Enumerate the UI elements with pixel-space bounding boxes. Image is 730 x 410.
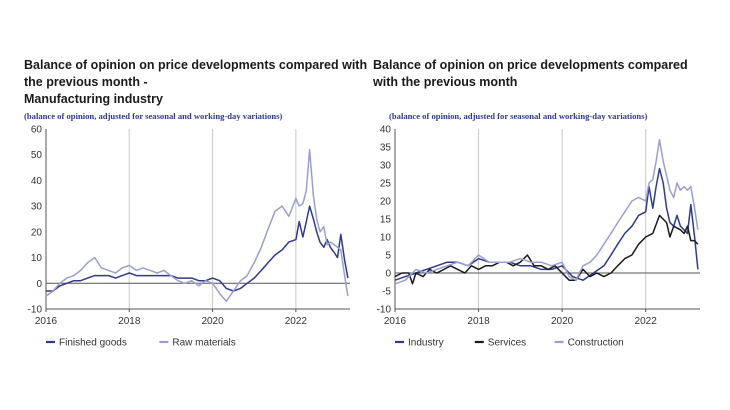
x-tick-label: 2018: [467, 316, 490, 327]
x-tick-label: 2022: [285, 316, 308, 327]
y-tick-label: 30: [31, 202, 43, 213]
y-tick-label: 10: [380, 233, 392, 244]
y-tick-label: 20: [31, 227, 43, 238]
y-tick-label: 40: [380, 125, 392, 136]
y-tick-label: 10: [31, 253, 43, 264]
series-line: [46, 205, 349, 292]
legend-label: Finished goods: [59, 338, 127, 349]
y-tick-label: 0: [36, 279, 42, 290]
chart-plot-manufacturing: -10 0 10 20 30 40 50 60 2016 2018 2020 2022 Finished…: [28, 125, 350, 349]
y-tick-label: -10: [28, 305, 43, 316]
chart-title-line-1: Balance of opinion on price developments…: [24, 58, 368, 72]
y-tick-label: 35: [380, 143, 392, 154]
y-tick-label: 20: [380, 197, 392, 208]
legend-label: Services: [488, 338, 526, 349]
chart-subtitle: (balance of opinion, adjusted for season…: [389, 111, 648, 121]
x-tick-label: 2016: [35, 316, 58, 327]
y-tick-label: -5: [382, 287, 391, 298]
series-line: [394, 139, 699, 285]
y-tick-label: 0: [385, 269, 391, 280]
x-tick-label: 2022: [635, 316, 658, 327]
series-line: [45, 148, 349, 303]
chart-panel-manufacturing: Balance of opinion on price developments…: [24, 58, 368, 349]
chart-title-line-3: Manufacturing industry: [24, 92, 163, 106]
x-tick-label: 2018: [118, 316, 141, 327]
legend-label: Construction: [568, 338, 624, 349]
y-tick-label: 25: [380, 179, 392, 190]
y-tick-label: 15: [380, 215, 392, 226]
y-tick-label: 50: [31, 150, 43, 161]
legend-label: Raw materials: [172, 338, 235, 349]
x-tick-label: 2020: [201, 316, 224, 327]
chart-title-line-1: Balance of opinion on price developments…: [373, 58, 688, 72]
y-tick-label: 40: [31, 176, 43, 187]
y-tick-label: -10: [377, 305, 392, 316]
chart-plot-sectors: -10 -5 0 5 10 15 20 25 30 35 40 2016 2018 2020 2022 Ind…: [377, 125, 700, 349]
series-line: [394, 214, 699, 285]
y-tick-label: 60: [31, 125, 43, 136]
y-tick-label: 30: [380, 161, 392, 172]
legend-label: Industry: [408, 338, 444, 349]
chart-subtitle: (balance of opinion, adjusted for season…: [24, 111, 283, 121]
x-tick-label: 2016: [384, 316, 407, 327]
y-tick-label: 5: [385, 251, 391, 262]
chart-panel-sectors: Balance of opinion on price developments…: [365, 0, 730, 410]
chart-title-line-2: the previous month -: [24, 75, 148, 89]
chart-title-line-2: with the previous month: [373, 75, 518, 89]
x-tick-label: 2020: [551, 316, 574, 327]
